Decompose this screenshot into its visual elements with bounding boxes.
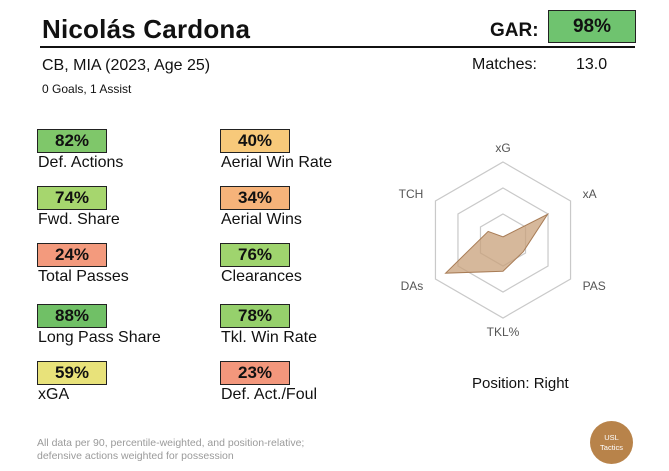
radar-axis-label: TCH xyxy=(399,187,424,201)
footnote-line-1: All data per 90, percentile-weighted, an… xyxy=(37,437,305,449)
logo-line-2: Tactics xyxy=(600,442,623,452)
matches-label: Matches: xyxy=(472,56,537,73)
radar-chart: xG xA PAS TKL% DAs TCH xyxy=(399,141,606,339)
stat-value: 34% xyxy=(220,186,290,210)
stat-label: Def. Act./Foul xyxy=(221,386,318,403)
usl-tactics-logo: USL Tactics xyxy=(590,421,633,464)
stat-label: Tkl. Win Rate xyxy=(221,329,318,346)
gar-label: GAR: xyxy=(490,20,539,41)
stat-value: 24% xyxy=(37,243,107,267)
stat-value: 78% xyxy=(220,304,290,328)
stat-label: Def. Actions xyxy=(38,154,124,171)
radar-axis-label: DAs xyxy=(401,279,424,293)
stat-label: Fwd. Share xyxy=(38,211,120,228)
stat-label: Clearances xyxy=(221,268,302,285)
stat-label: xGA xyxy=(38,386,70,403)
radar-axis-label: PAS xyxy=(583,279,606,293)
header-underline xyxy=(40,46,635,48)
stat-label: Aerial Wins xyxy=(221,211,302,228)
stat-label: Total Passes xyxy=(38,268,129,285)
player-name: Nicolás Cardona xyxy=(42,14,251,44)
stat-label: Long Pass Share xyxy=(38,329,161,346)
stat-label: Aerial Win Rate xyxy=(221,154,333,171)
stat-value: 40% xyxy=(220,129,290,153)
logo-line-1: USL xyxy=(604,432,619,442)
stat-value: 82% xyxy=(37,129,107,153)
radar-axis-label: xG xyxy=(495,141,510,155)
stat-value: 59% xyxy=(37,361,107,385)
goals-assists: 0 Goals, 1 Assist xyxy=(42,82,132,96)
matches-value: 13.0 xyxy=(576,56,608,73)
stat-value: 23% xyxy=(220,361,290,385)
radar-axis-label: TKL% xyxy=(487,325,520,339)
position-label: Position: Right xyxy=(472,375,569,392)
footnote: All data per 90, percentile-weighted, an… xyxy=(37,437,304,463)
radar-grid-ring-1 xyxy=(434,161,572,319)
radar-data-area xyxy=(444,212,550,274)
player-subtitle: CB, MIA (2023, Age 25) xyxy=(42,57,211,74)
stat-value: 88% xyxy=(37,304,107,328)
stat-value: 74% xyxy=(37,186,107,210)
radar-axis-label: xA xyxy=(583,187,597,201)
gar-badge: 98% xyxy=(548,10,636,43)
footnote-line-2: defensive actions weighted for possessio… xyxy=(37,450,234,462)
stat-value: 76% xyxy=(220,243,290,267)
